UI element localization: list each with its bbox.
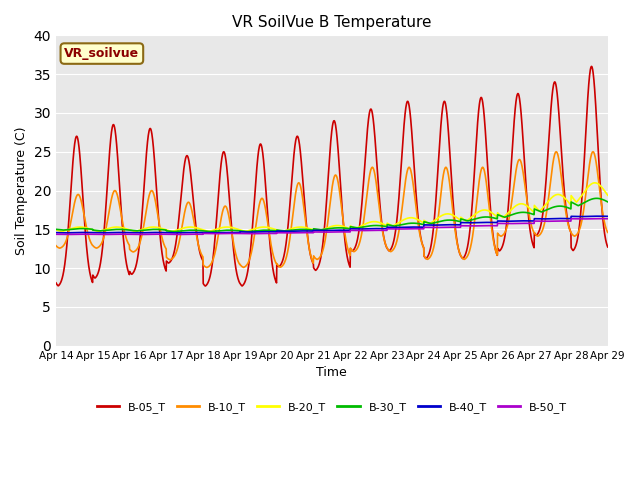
B-30_T [604,199,612,205]
X-axis label: Time: Time [317,366,348,379]
B-10_T [203,264,211,270]
B-30_T [206,228,214,234]
Line: B-40_T: B-40_T [56,216,608,233]
B-30_T [52,227,60,232]
B-10_T [492,250,500,255]
B-20_T [206,228,214,234]
B-10_T [589,149,596,155]
B-05_T [556,114,563,120]
B-50_T [52,231,60,237]
B-40_T [61,230,69,236]
Title: VR SoilVue B Temperature: VR SoilVue B Temperature [232,15,431,30]
B-20_T [360,222,368,228]
B-20_T [571,197,579,203]
B-05_T [52,280,60,286]
B-05_T [348,248,356,253]
B-05_T [588,63,595,69]
B-10_T [556,158,563,164]
B-50_T [571,216,579,222]
B-20_T [348,224,356,229]
B-50_T [556,218,563,224]
Line: B-10_T: B-10_T [56,152,608,267]
B-30_T [360,224,368,230]
B-20_T [556,192,563,197]
B-40_T [52,230,60,236]
B-30_T [571,201,579,207]
B-10_T [206,263,214,268]
B-05_T [360,174,368,180]
Line: B-05_T: B-05_T [56,66,608,286]
B-40_T [571,214,579,219]
B-50_T [492,223,500,228]
B-30_T [492,216,500,221]
B-50_T [596,216,604,222]
B-40_T [595,213,602,219]
B-40_T [604,214,612,219]
Line: B-50_T: B-50_T [56,219,608,235]
B-10_T [571,233,579,239]
B-40_T [360,226,368,232]
B-30_T [170,229,178,235]
B-30_T [556,203,563,209]
B-50_T [348,228,356,233]
Legend: B-05_T, B-10_T, B-20_T, B-30_T, B-40_T, B-50_T: B-05_T, B-10_T, B-20_T, B-30_T, B-40_T, … [92,398,572,418]
Text: VR_soilvue: VR_soilvue [64,47,140,60]
B-30_T [348,224,356,230]
B-50_T [360,228,368,233]
B-20_T [604,192,612,198]
B-05_T [492,250,500,255]
B-50_T [604,216,612,222]
B-05_T [604,244,612,250]
Line: B-20_T: B-20_T [56,183,608,231]
B-05_T [206,273,214,279]
B-20_T [278,228,286,234]
B-20_T [492,213,500,219]
Line: B-30_T: B-30_T [56,198,608,232]
B-05_T [202,283,209,289]
B-20_T [52,227,60,233]
B-05_T [571,246,579,252]
B-50_T [173,232,181,238]
B-20_T [591,180,599,186]
B-10_T [348,247,356,253]
B-30_T [593,195,600,201]
B-40_T [206,230,214,236]
B-10_T [360,216,368,222]
B-50_T [206,231,214,237]
B-40_T [556,216,563,221]
B-10_T [52,243,60,249]
B-40_T [348,226,356,232]
B-40_T [492,220,500,226]
Y-axis label: Soil Temperature (C): Soil Temperature (C) [15,126,28,255]
B-10_T [604,229,612,235]
